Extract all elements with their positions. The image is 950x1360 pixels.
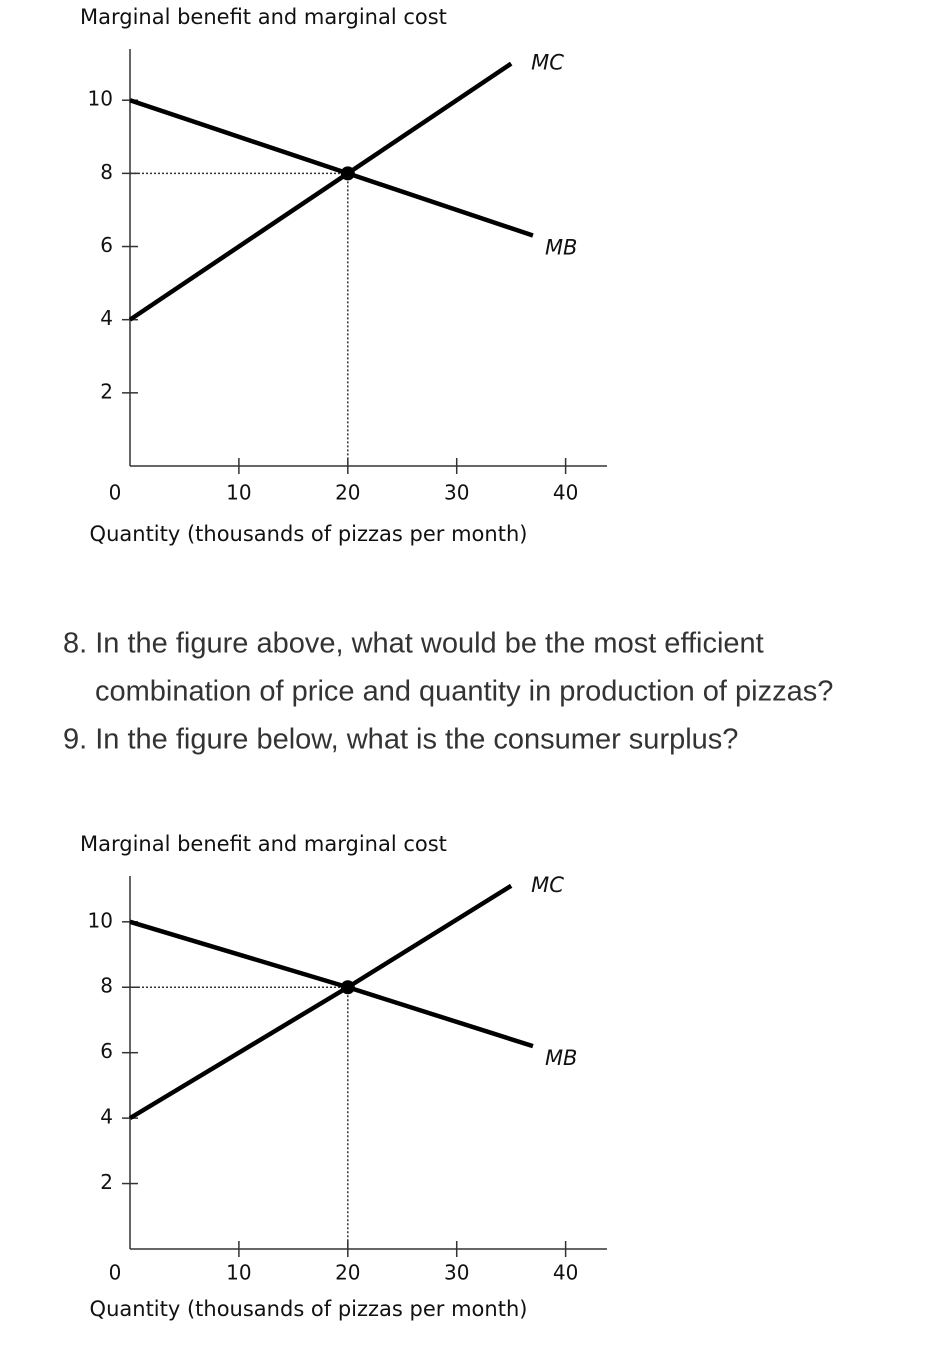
x-axis-label: Quantity (thousands of pizzas per month) [90,1297,528,1321]
curve [129,919,534,1049]
chart-title: Marginal benefit and marginal cost [80,832,447,856]
curve [128,61,513,322]
y-tick-label: 2 [100,1170,113,1194]
y-tick-label: 4 [100,1105,113,1129]
x-tick-label: 20 [335,1261,360,1285]
x-tick-label: 10 [226,481,251,505]
y-tick-label: 2 [100,379,113,403]
curve [129,98,534,238]
x-tick-label: 30 [444,481,469,505]
x-tick-label: 10 [226,1261,251,1285]
question-text: combination of price and quantity in pro… [95,676,833,708]
curve-label: MC [531,873,564,897]
curve-label: MB [545,1046,578,1070]
y-tick-label: 10 [88,87,113,111]
x-tick-label: 0 [109,1261,122,1285]
y-tick-label: 10 [88,908,113,932]
y-tick-label: 4 [100,306,113,330]
question-text: 9. In the figure below, what is the cons… [63,724,738,756]
x-tick-label: 40 [553,481,578,505]
y-tick-label: 6 [100,233,113,257]
x-tick-label: 30 [444,1261,469,1285]
x-tick-label: 20 [335,481,360,505]
equilibrium-point [340,166,355,181]
y-tick-label: 8 [100,160,113,184]
x-axis-label: Quantity (thousands of pizzas per month) [90,522,528,546]
x-tick-label: 40 [553,1261,578,1285]
x-tick-label: 0 [109,481,122,505]
curve-label: MB [545,236,578,260]
curve-label: MC [531,51,564,75]
curve [128,883,513,1121]
y-tick-label: 6 [100,1039,113,1063]
y-tick-label: 8 [100,974,113,998]
chart-title: Marginal benefit and marginal cost [80,5,447,29]
equilibrium-point [340,980,355,995]
question-text: 8. In the figure above, what would be th… [63,628,764,660]
